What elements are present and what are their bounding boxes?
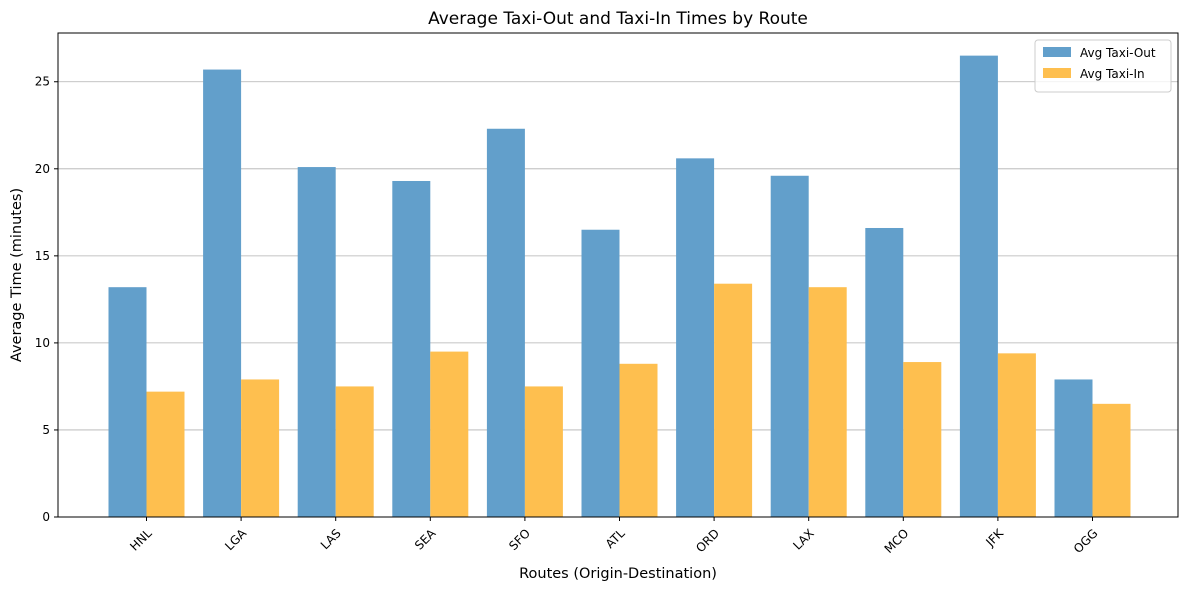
bar-taxi-out	[203, 69, 242, 517]
x-tick-label: OGG	[1071, 526, 1101, 556]
bar-taxi-out	[770, 175, 809, 518]
bar-taxi-out	[959, 55, 998, 518]
legend: Avg Taxi-Out Avg Taxi-In	[1034, 39, 1172, 93]
y-tick-label: 15	[35, 249, 50, 263]
bar-taxi-out	[297, 167, 336, 517]
x-tick-label: LAS	[318, 526, 344, 552]
bar-taxi-out	[1054, 379, 1093, 517]
x-axis-ticks: HNL LGA LAS SEA SFO ATL ORD LAX MCO JFK OGG	[127, 517, 1101, 556]
y-axis-label: Average Time (minutes)	[9, 188, 25, 362]
bar-taxi-out	[392, 180, 431, 518]
bar-taxi-in	[146, 391, 185, 517]
y-axis-ticks: 0 5 10 15 20 25	[35, 75, 58, 524]
plot-frame	[57, 32, 1179, 518]
x-tick-label: JFK	[982, 525, 1006, 549]
x-tick-label: HNL	[127, 526, 155, 554]
legend-swatch-taxi-in	[1043, 68, 1071, 78]
legend-swatch-taxi-out	[1043, 47, 1071, 57]
bar-taxi-in	[714, 283, 753, 517]
bar-taxi-in	[430, 351, 469, 517]
x-tick-label: ATL	[603, 526, 628, 551]
x-tick-label: MCO	[882, 526, 912, 556]
bar-taxi-in	[997, 353, 1036, 517]
chart-title: Average Taxi-Out and Taxi-In Times by Ro…	[428, 9, 808, 29]
y-tick-label: 25	[35, 75, 50, 89]
bar-taxi-out	[865, 227, 904, 518]
bar-taxi-out	[486, 128, 525, 517]
x-tick-label: SEA	[412, 526, 439, 553]
y-tick-label: 0	[42, 510, 50, 524]
y-tick-label: 20	[35, 162, 50, 176]
bars	[108, 55, 1131, 518]
x-tick-label: LAX	[790, 526, 816, 552]
x-tick-label: ORD	[693, 526, 722, 555]
bar-taxi-out	[108, 287, 147, 517]
bar-taxi-out	[676, 158, 715, 517]
x-tick-label: SFO	[506, 526, 533, 553]
bar-taxi-in	[619, 363, 658, 517]
legend-label-taxi-in: Avg Taxi-In	[1080, 67, 1145, 81]
y-tick-label: 5	[42, 423, 50, 437]
bar-taxi-in	[335, 386, 374, 517]
bar-taxi-out	[581, 229, 620, 517]
bar-taxi-in	[808, 287, 847, 517]
bar-taxi-in	[524, 386, 563, 517]
legend-label-taxi-out: Avg Taxi-Out	[1080, 46, 1156, 60]
x-axis-label: Routes (Origin-Destination)	[519, 566, 717, 582]
bar-taxi-in	[903, 362, 942, 517]
y-tick-label: 10	[35, 336, 50, 350]
bar-taxi-in	[241, 379, 280, 517]
bar-taxi-in	[1092, 403, 1131, 517]
x-tick-label: LGA	[222, 526, 250, 554]
